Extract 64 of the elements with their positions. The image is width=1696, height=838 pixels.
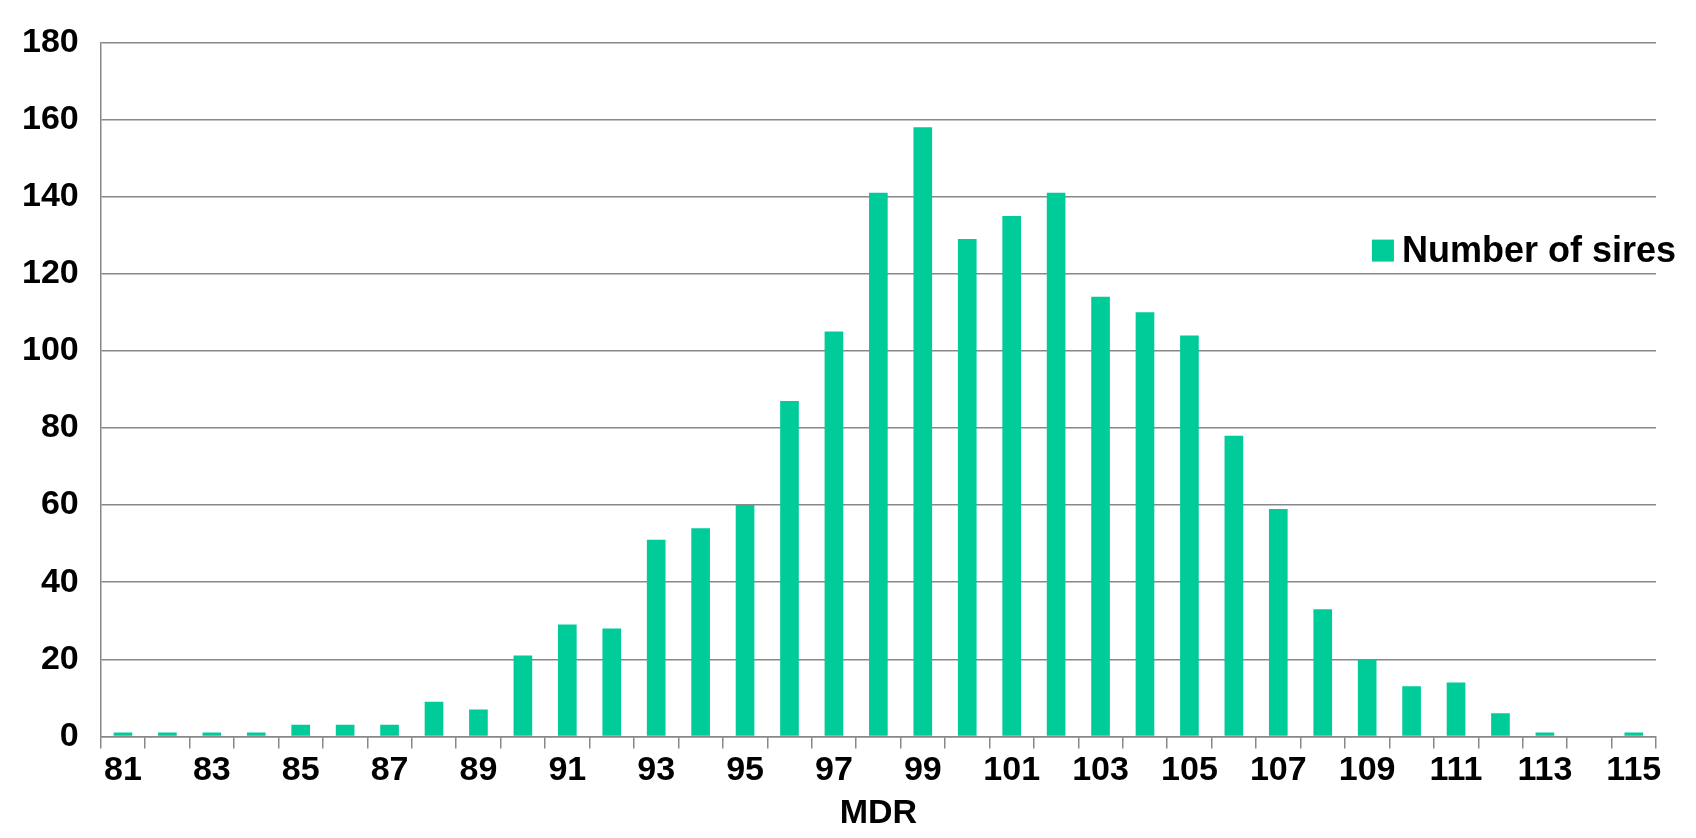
x-tick-label: 105 [1161, 749, 1218, 788]
x-tick-label: 95 [726, 749, 764, 788]
y-tick-label: 120 [21, 252, 79, 291]
bar [1135, 312, 1155, 736]
y-tick-label: 180 [21, 20, 79, 59]
bar [602, 628, 622, 736]
bar [335, 724, 355, 736]
x-tick-label: 81 [104, 749, 142, 788]
bar [513, 655, 533, 736]
bar [1624, 732, 1644, 736]
bar [246, 732, 266, 736]
x-tick-label: 87 [370, 749, 409, 788]
bar [824, 331, 844, 736]
x-tick-label: 115 [1606, 749, 1662, 788]
bar [957, 239, 977, 736]
x-tick-label: 93 [637, 749, 676, 788]
bar [469, 709, 488, 736]
x-tick-label: 91 [548, 749, 587, 788]
bar [735, 505, 755, 736]
x-tick-label: 97 [815, 749, 853, 788]
x-tick-label: 103 [1072, 749, 1129, 788]
bar [158, 732, 177, 736]
bar [1313, 609, 1333, 736]
x-tick-label: 113 [1517, 749, 1573, 788]
bar [1268, 508, 1288, 736]
bar [380, 724, 399, 736]
bar [1491, 713, 1510, 736]
bar [202, 732, 222, 736]
bar [691, 528, 710, 736]
bar [1446, 682, 1466, 736]
x-axis-title: MDR [839, 791, 918, 830]
y-tick-label: 0 [59, 714, 79, 753]
y-tick-label: 60 [40, 483, 79, 522]
bar [869, 192, 888, 736]
bar [780, 400, 799, 736]
y-tick-label: 160 [21, 97, 79, 136]
y-tick-label: 140 [21, 175, 79, 213]
x-tick-label: 101 [983, 749, 1041, 788]
bar [913, 127, 933, 736]
y-tick-label: 100 [21, 329, 79, 368]
bar [113, 732, 133, 736]
legend-label: Number of sires [1401, 228, 1676, 270]
bar [1535, 732, 1555, 736]
y-tick-label: 20 [40, 637, 79, 676]
x-tick-label: 89 [459, 749, 498, 788]
x-tick-label: 109 [1338, 749, 1396, 788]
bar [1402, 686, 1421, 736]
bar [1046, 192, 1066, 736]
bar [646, 539, 666, 736]
bar [1091, 296, 1110, 736]
x-tick-label: 111 [1429, 749, 1483, 788]
x-tick-label: 83 [192, 749, 231, 788]
bar [291, 724, 311, 736]
bar [424, 701, 444, 736]
bar [1180, 335, 1199, 736]
x-tick-label: 85 [281, 749, 320, 788]
bar [557, 624, 577, 736]
bar [1002, 215, 1021, 736]
y-tick-label: 40 [40, 560, 79, 599]
y-tick-label: 80 [40, 406, 79, 445]
x-tick-label: 107 [1249, 749, 1307, 788]
x-tick-label: 99 [903, 749, 942, 788]
bar [1357, 659, 1377, 736]
bar [1224, 435, 1244, 736]
